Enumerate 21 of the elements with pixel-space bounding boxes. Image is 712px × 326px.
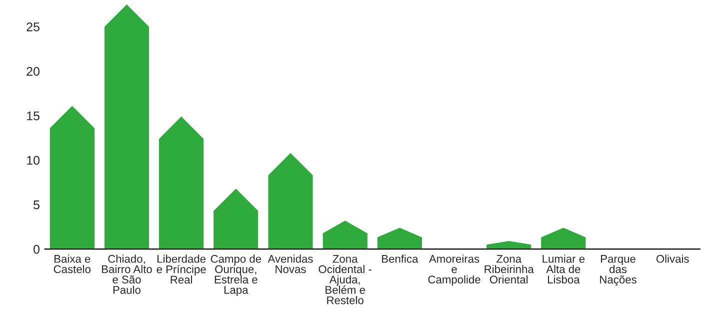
x-tick-label: Baixa e Castelo — [54, 254, 91, 274]
x-tick-label: Lumiar e Alta de Lisboa — [542, 254, 585, 284]
y-tick-label: 0 — [34, 244, 40, 254]
bar — [50, 106, 95, 250]
x-tick-label: Zona Ocidental - Ajuda, Belém e Restelo — [318, 255, 372, 304]
y-tick-label: 5 — [34, 200, 40, 210]
y-tick-label: 25 — [26, 22, 40, 32]
x-tick-label: Liberdade e Príncipe Real — [156, 254, 206, 284]
y-tick-label: 10 — [27, 156, 40, 165]
x-tick-label: Campo de Ourique, Estrela e Lapa — [210, 254, 262, 296]
x-tick-label: Avenidas Novas — [268, 254, 313, 274]
y-tick-label: 20 — [26, 66, 40, 76]
x-tick-label: Chiado, Bairro Alto e São Paulo — [102, 254, 152, 294]
x-tick-label: Amoreiras e Campolide — [428, 254, 480, 286]
x-tick-label: Zona Ribeirinha Oriental — [484, 255, 534, 284]
bar — [104, 4, 150, 250]
y-tick-label: 15 — [27, 112, 40, 120]
x-tick-label: Parque das Nações — [600, 255, 636, 286]
bar — [158, 116, 204, 250]
x-tick-label: Olivais — [656, 254, 689, 263]
x-tick-label: Benfica — [382, 254, 418, 263]
